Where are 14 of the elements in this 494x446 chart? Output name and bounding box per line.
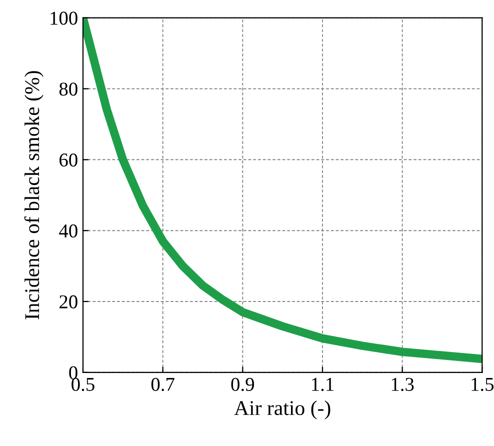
y-axis-title: Incidence of black smoke (%): [24, 71, 44, 320]
x-tick-label: 1.3: [392, 378, 414, 392]
x-tick-label: 1.1: [312, 378, 334, 392]
y-tick-label: 60: [60, 153, 78, 167]
y-tick-label: 0: [69, 366, 78, 380]
x-tick-label: 0.7: [151, 378, 174, 392]
y-tick-label: 80: [59, 82, 78, 96]
y-tick-label: 40: [59, 224, 78, 238]
x-tick-label: 1.5: [472, 378, 494, 392]
y-tick-label: 20: [60, 295, 78, 308]
x-axis-title: Air ratio (-): [234, 400, 330, 420]
x-tick-label: 0.9: [231, 378, 254, 392]
y-tick-label: 100: [50, 12, 78, 25]
x-tick-label: 0.5: [72, 378, 94, 392]
